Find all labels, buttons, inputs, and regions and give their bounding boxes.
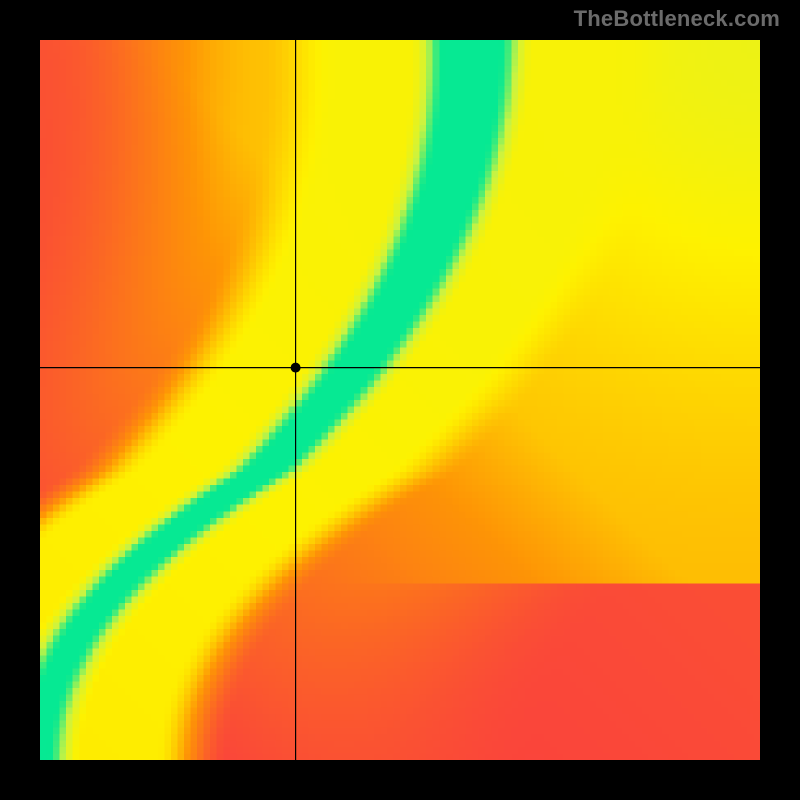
crosshair-dot <box>291 363 301 373</box>
crosshair-overlay <box>0 0 800 800</box>
watermark-text: TheBottleneck.com <box>574 6 780 32</box>
